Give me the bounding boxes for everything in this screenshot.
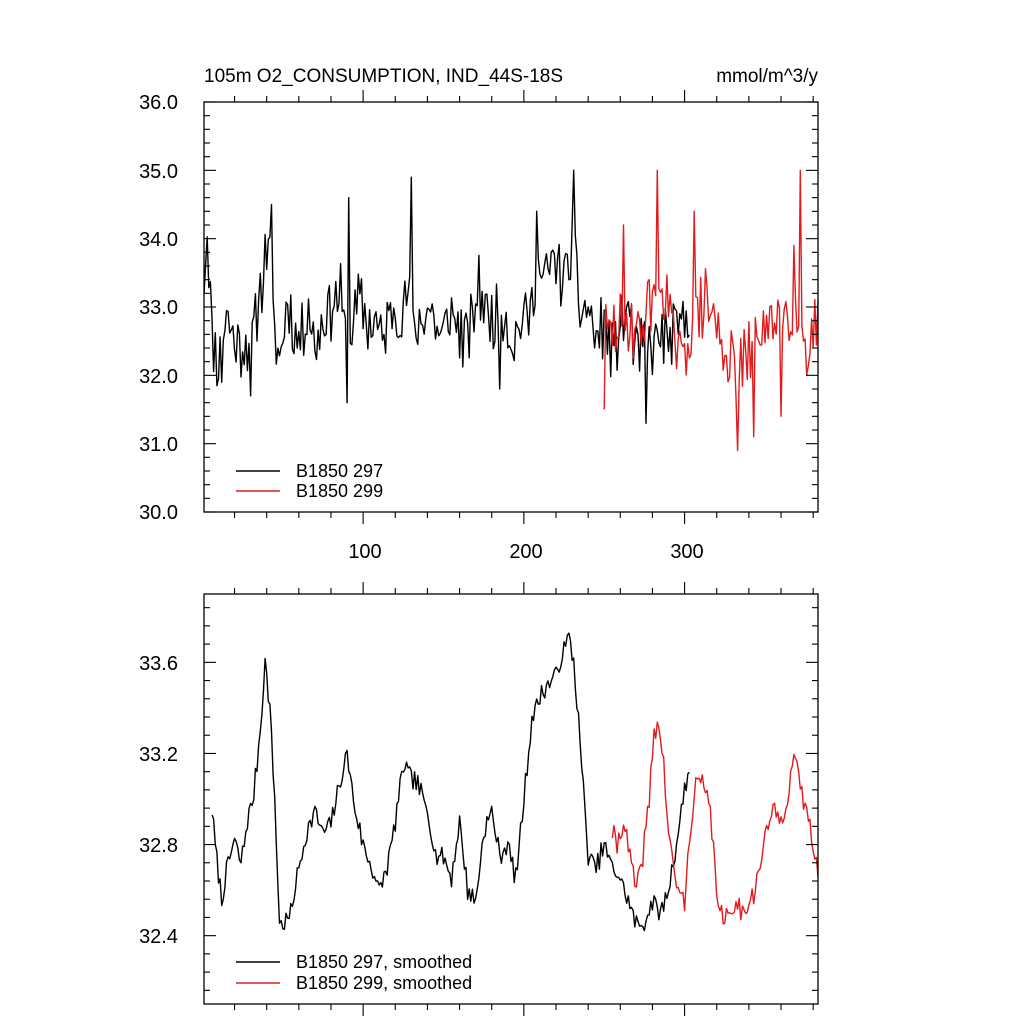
top-y-tick-label-36: 36.0: [139, 92, 178, 114]
top-legend: B1850 297 B1850 299: [236, 461, 383, 501]
top-y-tick-label-35: 35.0: [139, 161, 178, 183]
chart-title: 105m O2_CONSUMPTION, IND_44S-18S: [204, 66, 563, 87]
units-label: mmol/m^3/y: [716, 66, 818, 87]
bottom-panel: 32.4 32.8 33.2 33.6 B1850 297, smoothed …: [139, 582, 819, 1016]
top-x-tick-label-300: 300: [670, 541, 703, 563]
bottom-y-tick-label-32-4: 32.4: [139, 926, 178, 948]
bottom-series-line-b1850-299-smoothed: [611, 721, 819, 925]
bottom-y-tick-label-33-2: 33.2: [139, 744, 178, 766]
top-x-tick-label-100: 100: [348, 541, 381, 563]
legend-label-b1850-297-smoothed: B1850 297, smoothed: [296, 952, 472, 972]
bottom-plot-frame: [203, 593, 819, 1005]
bottom-legend: B1850 297, smoothed B1850 299, smoothed: [236, 952, 472, 993]
bottom-y-tick-label-32-8: 32.8: [139, 835, 178, 857]
top-y-tick-label-30: 30.0: [139, 502, 178, 524]
top-axis-ticks: [204, 90, 818, 524]
top-y-tick-label-33: 33.0: [139, 297, 178, 319]
top-series-line-b1850-297: [203, 169, 690, 424]
top-panel: 105m O2_CONSUMPTION, IND_44S-18S mmol/m^…: [139, 66, 819, 563]
top-y-tick-label-32: 32.0: [139, 366, 178, 388]
legend-label-b1850-299-smoothed: B1850 299, smoothed: [296, 973, 472, 993]
bottom-y-tick-label-33-6: 33.6: [139, 653, 178, 675]
top-series-group: [203, 169, 819, 452]
top-y-tick-label-34: 34.0: [139, 229, 178, 251]
bottom-series-group: [211, 632, 819, 932]
bottom-axis-ticks: [204, 582, 818, 1016]
top-series-line-b1850-299: [603, 169, 819, 452]
legend-label-b1850-297: B1850 297: [296, 461, 383, 481]
top-x-tick-label-200: 200: [509, 541, 542, 563]
top-y-tick-label-31: 31.0: [139, 434, 178, 456]
legend-label-b1850-299: B1850 299: [296, 481, 383, 501]
bottom-series-line-b1850-297-smoothed: [211, 632, 690, 932]
